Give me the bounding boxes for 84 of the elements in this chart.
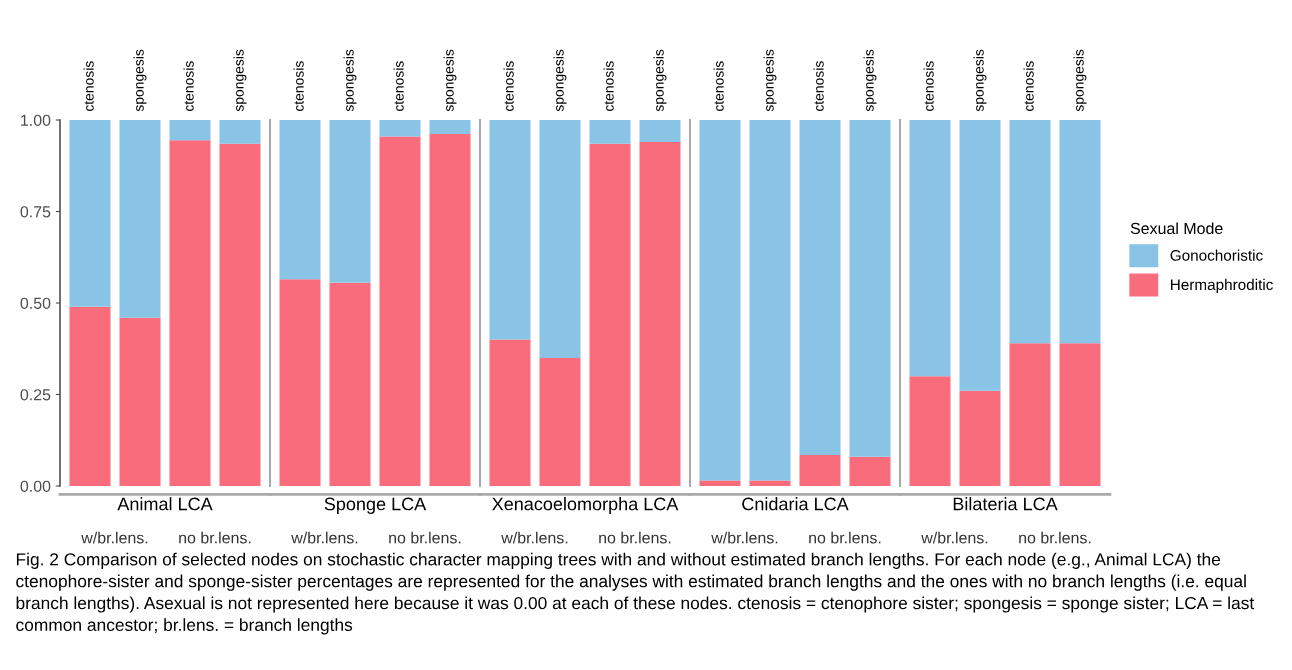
text: w/br.lens. [711,531,778,544]
bar [489,339,531,486]
bar [169,140,211,486]
bar [1059,343,1101,486]
bar [589,143,631,486]
bar [909,120,951,377]
x-tick-label: spongesis [343,49,357,112]
x-tick-label: ctenosis [183,61,194,112]
y-tick-label: 0.25 [20,389,51,401]
x-tick-label: ctenosis [83,61,94,112]
text: no br.lens. [1019,531,1091,544]
x-tick-label: spongesis [653,49,667,112]
x-tick-label: ctenosis [293,61,304,112]
x-axis-title: Xenacoelomorpha LCA [492,497,679,514]
x-tick-label: ctenosis [1023,61,1034,112]
bar [639,120,681,142]
bar [379,120,421,137]
bar [69,306,111,486]
x-tick-label: ctenosis [713,61,724,112]
y-tick-label: 1.00 [21,114,51,126]
bar [219,143,261,486]
bar [799,454,841,486]
x-tick-label: spongesis [133,49,147,112]
x-axis-title: Sponge LCA [324,497,427,514]
x-tick-label: spongesis [443,49,457,112]
bar [539,357,581,486]
bar [119,317,161,486]
x-tick-label: ctenosis [923,61,934,112]
x-tick-label: spongesis [973,49,987,112]
bar [799,120,841,455]
bar [379,136,421,486]
y-tick-label: 0.50 [20,297,51,309]
x-tick-label: ctenosis [603,61,614,112]
bar [749,120,791,481]
bar [329,120,371,283]
bar [959,120,1001,391]
bar [639,141,681,486]
text: w/br.lens. [81,531,148,544]
x-tick-label: ctenosis [393,61,404,112]
bar [1059,120,1101,344]
bar [699,120,741,481]
x-tick-label: spongesis [763,49,777,112]
bar [539,120,581,358]
x-tick-label: spongesis [863,49,877,112]
bar [169,120,211,141]
bar [429,133,471,486]
text: no br.lens. [179,531,251,544]
bar [329,282,371,486]
bar [849,456,891,486]
legend-label: Hermaphroditic [1171,278,1273,294]
x-tick-label: spongesis [553,49,567,112]
bar [1009,343,1051,486]
bar [279,279,321,486]
legend-label: Gonochoristic [1170,249,1263,261]
bar [119,120,161,318]
x-tick-label: ctenosis [503,61,514,112]
caption: Fig. 2 Comparison of selected nodes on stochastic character mapping trees with and without estimated branch lengths. For each node (e.g., Animal LCA) the ctenophore-sister and sponge-sister percentages are represented for the analyses with estimated branch lengths and the ones with no branch lengths (i.e. equal branch lengths). Asexual is not represented here because it was 0.00 at each of these nodes. ctenosis = ctenophore sister; spongesis = sponge sister; LCA = last common ancestor; br.lens. = branch lengths [16,552,1255,635]
text: w/br.lens. [291,531,358,544]
text: no br.lens. [599,531,671,544]
bar [849,120,891,457]
y-tick-label: 0.00 [20,480,51,492]
x-axis-title: Animal LCA [117,497,213,511]
bar [429,120,471,134]
legend-title: Sexual Mode [1130,222,1223,235]
text: no br.lens. [809,531,881,544]
x-tick-label: ctenosis [813,61,824,112]
y-tick-label: 0.75 [20,206,51,218]
bar [489,120,531,340]
bar [909,376,951,486]
bar [749,480,791,486]
bar [699,480,741,486]
bar [589,120,631,144]
x-axis-title: Bilateria LCA [953,497,1058,511]
x-tick-label: spongesis [1073,49,1087,112]
bar [219,120,261,144]
bar [959,390,1001,486]
text: w/br.lens. [501,531,568,544]
bar [279,120,321,280]
x-axis-title: Cnidaria LCA [742,497,849,511]
text: w/br.lens. [921,531,988,544]
bar [69,120,111,307]
text: no br.lens. [389,531,461,544]
bar [1009,120,1051,344]
x-tick-label: spongesis [233,49,247,112]
